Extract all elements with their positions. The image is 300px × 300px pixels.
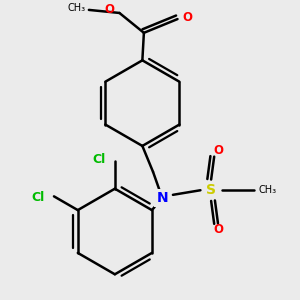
Text: Cl: Cl [32, 191, 45, 204]
Text: CH₃: CH₃ [68, 3, 86, 14]
Text: O: O [182, 11, 192, 24]
Text: O: O [214, 224, 224, 236]
Text: N: N [156, 191, 168, 205]
Text: Cl: Cl [92, 153, 106, 166]
Text: O: O [214, 144, 224, 157]
Text: S: S [206, 183, 216, 197]
Text: O: O [105, 3, 115, 16]
Text: CH₃: CH₃ [259, 185, 277, 195]
